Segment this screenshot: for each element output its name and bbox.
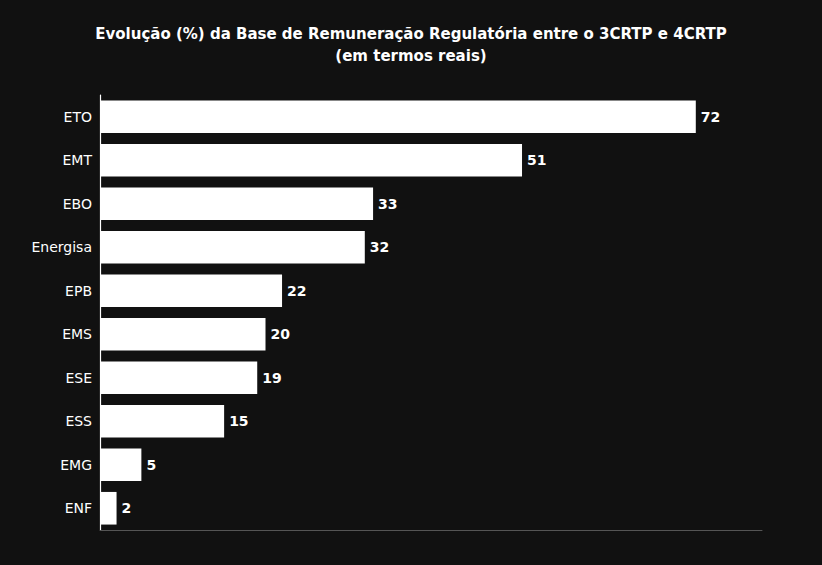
svg-text:Evolução (%) da Base de Remune: Evolução (%) da Base de Remuneração Regu…	[95, 25, 727, 43]
svg-text:EBO: EBO	[63, 196, 92, 212]
svg-text:ESE: ESE	[65, 370, 92, 386]
svg-text:15: 15	[229, 413, 248, 429]
svg-text:5: 5	[146, 457, 156, 473]
svg-text:19: 19	[262, 370, 281, 386]
svg-text:32: 32	[370, 239, 389, 255]
svg-text:(em termos reais): (em termos reais)	[335, 47, 486, 65]
svg-text:22: 22	[287, 283, 306, 299]
svg-text:20: 20	[271, 326, 291, 342]
svg-text:ESS: ESS	[65, 413, 92, 429]
svg-text:EMT: EMT	[63, 152, 93, 168]
svg-text:EPB: EPB	[65, 283, 92, 299]
svg-text:2: 2	[122, 500, 132, 516]
svg-text:EMG: EMG	[60, 457, 92, 473]
svg-text:72: 72	[701, 109, 720, 125]
svg-text:ETO: ETO	[64, 109, 92, 125]
svg-text:51: 51	[527, 152, 546, 168]
svg-text:ENF: ENF	[65, 500, 92, 516]
svg-text:EMS: EMS	[62, 326, 92, 342]
svg-text:Energisa: Energisa	[32, 239, 93, 255]
svg-text:33: 33	[378, 196, 397, 212]
